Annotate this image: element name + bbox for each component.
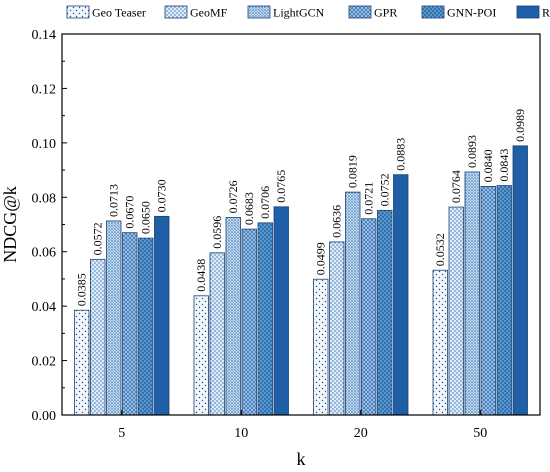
data-label: 0.0721 (362, 182, 376, 215)
y-tick-label: 0.02 (32, 355, 57, 370)
data-label: 0.0385 (75, 273, 89, 306)
data-label: 0.0713 (107, 184, 121, 217)
y-axis-ticks: 0.00 0.02 0.04 0.06 0.08 0.10 0.12 0.14 (32, 28, 67, 424)
data-label: 0.0819 (346, 155, 360, 188)
x-tick-label: 50 (473, 426, 487, 441)
legend-swatch (66, 5, 90, 19)
bar (432, 269, 448, 416)
data-label: 0.0572 (91, 222, 105, 255)
legend: Geo Teaser GeoMF LightGCN GPR GNN-POI RST-GCN (66, 5, 550, 20)
x-tick-label: 20 (354, 426, 368, 441)
bar (393, 174, 409, 416)
legend-swatch (421, 5, 445, 19)
data-label: 0.0764 (449, 170, 463, 203)
legend-label: GeoMF (190, 6, 228, 20)
data-label: 0.0893 (465, 135, 479, 168)
data-label: 0.0532 (433, 233, 447, 266)
data-label: 0.0883 (394, 138, 408, 171)
bar (329, 241, 345, 416)
bar (241, 228, 257, 416)
data-label: 0.0730 (155, 179, 169, 212)
data-label: 0.0670 (123, 196, 137, 229)
bar (225, 217, 241, 416)
bar (106, 220, 122, 416)
legend-label: RST-GCN (542, 6, 550, 20)
data-label: 0.0438 (194, 259, 208, 292)
data-label: 0.0765 (274, 170, 288, 203)
data-label: 0.0752 (378, 173, 392, 206)
x-axis-label: k (297, 449, 306, 469)
data-label: 0.0596 (210, 216, 224, 249)
y-tick-label: 0.10 (32, 137, 57, 152)
bar (512, 145, 528, 416)
bar (74, 309, 90, 416)
bars (74, 145, 528, 416)
y-axis-label: NDCG@k (0, 186, 20, 263)
y-tick-label: 0.06 (32, 246, 57, 261)
bar (209, 252, 225, 416)
bar (273, 206, 289, 416)
data-label: 0.0683 (242, 192, 256, 225)
legend-swatch (516, 5, 540, 19)
data-label: 0.0499 (314, 242, 328, 275)
bar (464, 171, 480, 416)
bar (138, 237, 154, 416)
legend-swatch (164, 5, 188, 19)
bar (90, 258, 106, 416)
bar (377, 209, 393, 416)
bar (361, 218, 377, 416)
data-label: 0.0650 (139, 201, 153, 234)
legend-swatch (247, 5, 271, 19)
bar (154, 215, 170, 416)
y-tick-label: 0.04 (32, 300, 57, 315)
x-tick-label: 5 (118, 426, 125, 441)
data-label: 0.0840 (481, 149, 495, 182)
y-tick-label: 0.12 (32, 82, 57, 97)
data-label: 0.0636 (330, 205, 344, 238)
data-label: 0.0706 (258, 186, 272, 219)
x-axis-ticks: 5 10 20 50 (118, 410, 487, 441)
legend-label: GPR (374, 6, 397, 20)
x-tick-label: 10 (234, 426, 248, 441)
data-label: 0.0989 (513, 109, 527, 142)
bar (122, 232, 138, 416)
legend-label: GNN-POI (447, 6, 496, 20)
bar (496, 185, 512, 416)
data-label: 0.0726 (226, 180, 240, 213)
bar (193, 295, 209, 416)
legend-swatch (348, 5, 372, 19)
y-tick-label: 0.08 (32, 191, 57, 206)
bar (345, 191, 361, 416)
y-tick-label: 0.14 (32, 28, 57, 43)
y-tick-label: 0.00 (32, 409, 57, 424)
bar (480, 185, 496, 416)
bar (448, 206, 464, 416)
bar (257, 222, 273, 416)
legend-label: LightGCN (273, 6, 325, 20)
bar (313, 278, 329, 416)
data-label: 0.0843 (497, 149, 511, 182)
legend-label: Geo Teaser (92, 6, 146, 20)
